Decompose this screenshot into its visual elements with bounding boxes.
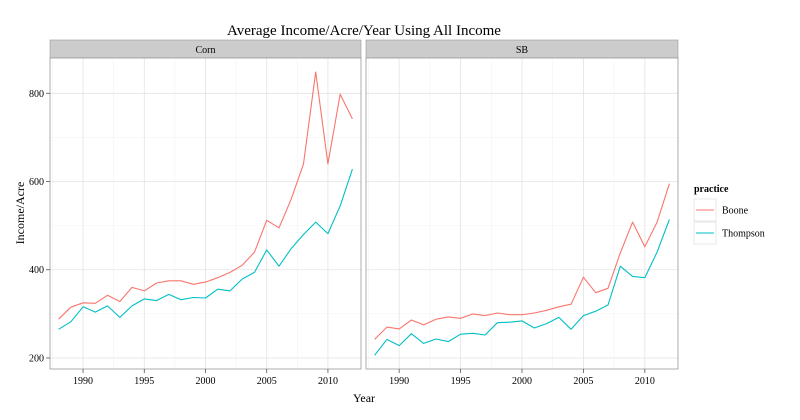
- x-axis-title: Year: [353, 391, 375, 405]
- x-tick-label: 2010: [635, 376, 655, 387]
- legend-item-thompson: Thompson: [693, 221, 765, 245]
- legend-item-boone: Boone: [693, 198, 749, 222]
- x-tick-label: 2005: [573, 376, 593, 387]
- facet-panels: Corn SB: [49, 39, 679, 370]
- legend-title: practice: [694, 184, 729, 195]
- series-line-thompson: [58, 169, 353, 330]
- y-tick-label: 600: [29, 177, 44, 188]
- series-line-boone: [374, 183, 670, 340]
- series-line-boone: [58, 71, 353, 320]
- facet-strip-label: SB: [516, 45, 529, 56]
- chart-title: Average Income/Acre/Year Using All Incom…: [227, 23, 501, 39]
- series-line-thompson: [374, 219, 670, 356]
- x-tick-label: 2005: [257, 376, 277, 387]
- x-tick-label: 2000: [512, 376, 532, 387]
- y-tick-label: 800: [29, 89, 44, 100]
- legend-label: Thompson: [722, 229, 765, 240]
- x-tick-label: 1990: [389, 376, 409, 387]
- axes: 1990 1995 2000 2005 2010 1990 1995 2000 2005 2010…: [29, 89, 655, 387]
- facet-strip-label: Corn: [196, 45, 216, 56]
- y-tick-label: 400: [29, 265, 44, 276]
- legend: practice Boone Thompson: [693, 184, 765, 245]
- x-tick-label: 1995: [134, 376, 154, 387]
- x-tick-label: 2010: [318, 376, 338, 387]
- panel-sb: SB: [365, 39, 679, 370]
- x-tick-label: 1995: [451, 376, 471, 387]
- x-tick-label: 1990: [73, 376, 93, 387]
- panel-corn: Corn: [49, 39, 362, 370]
- y-tick-label: 200: [29, 353, 44, 364]
- legend-label: Boone: [722, 206, 749, 217]
- y-axis-title: Income/Acre: [13, 182, 27, 245]
- x-tick-label: 2000: [196, 376, 216, 387]
